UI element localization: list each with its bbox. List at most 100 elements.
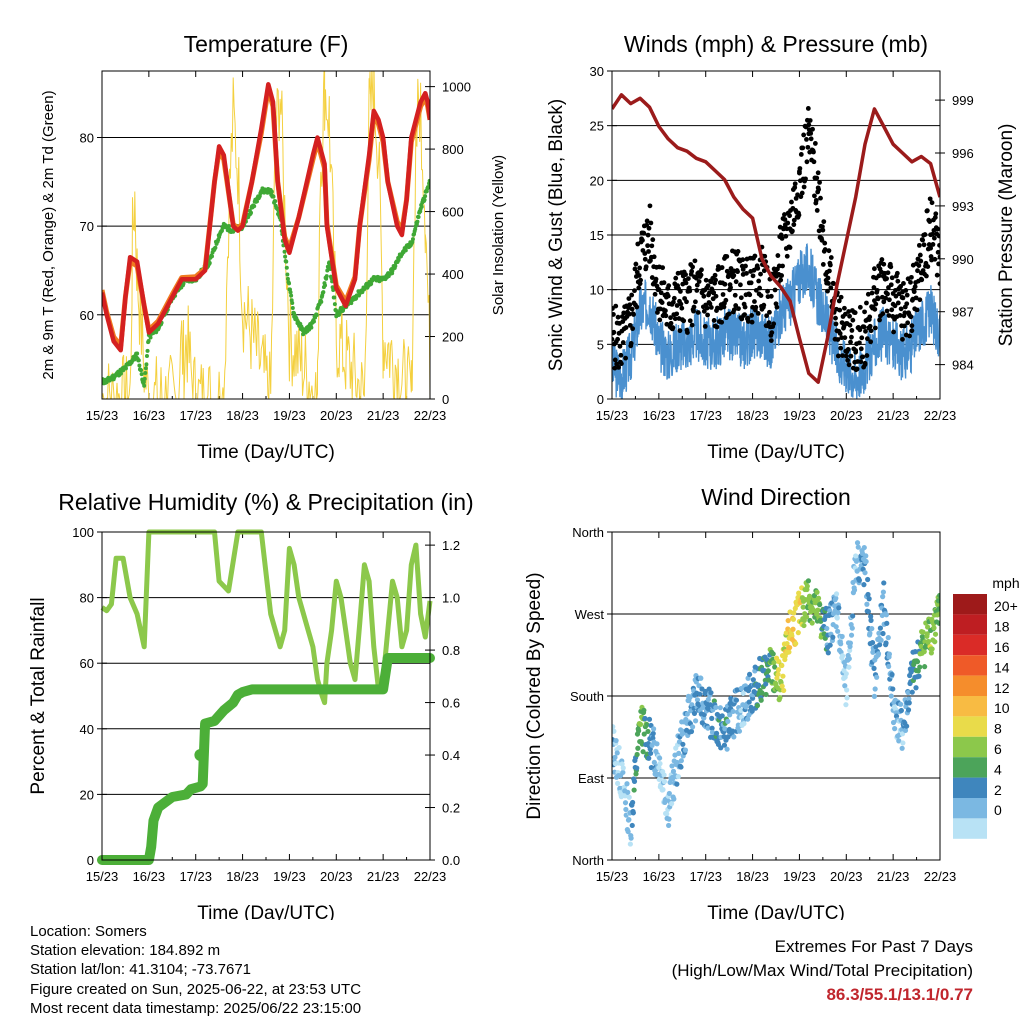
point-wind-direction (725, 734, 731, 740)
plot-area (612, 540, 940, 847)
point-wind-direction (666, 822, 672, 829)
point-wind-direction (619, 761, 625, 767)
point-gust (693, 275, 699, 281)
colorbar-label: 12 (994, 680, 1010, 696)
point-gust (850, 317, 856, 323)
point-wind-direction (853, 553, 859, 559)
y-axis-label: Sonic Wind & Gust (Blue, Black) (546, 99, 567, 371)
point-wind-direction (876, 630, 882, 636)
point-dewpoint (142, 376, 147, 381)
point-wind-direction (805, 578, 812, 584)
point-wind-direction (736, 728, 743, 734)
point-gust (827, 268, 832, 274)
point-wind-direction (722, 726, 728, 732)
point-gust (909, 274, 914, 280)
point-gust (615, 336, 621, 342)
colorbar-swatch (953, 736, 987, 758)
point-wind-direction (856, 577, 863, 583)
point-gust (762, 253, 768, 259)
panel-2: 0 5 10 15 20 25 30 984 987 990 993 996 999 15/23 16/23… (546, 31, 1017, 463)
plot-frame (101, 70, 431, 400)
x-tick-label: 16/23 (133, 869, 166, 884)
point-wind-direction (880, 589, 886, 595)
point-wind-direction (765, 668, 771, 674)
point-wind-direction (612, 724, 616, 730)
recent-data-text: Most recent data timestamp: 2025/06/22 2… (30, 999, 362, 1017)
point-gust (820, 262, 826, 267)
point-gust (822, 247, 828, 252)
point-wind-direction (640, 749, 646, 755)
point-gust (791, 222, 797, 228)
colorbar-swatch (953, 777, 987, 798)
point-gust (801, 184, 807, 190)
point-wind-direction (905, 707, 912, 713)
point-gust (690, 264, 695, 270)
point-wind-direction (932, 631, 939, 637)
point-gust (696, 279, 702, 284)
y-tick-label: North (572, 525, 604, 540)
point-gust (689, 322, 695, 328)
point-gust (784, 253, 790, 259)
point-gust (849, 328, 855, 333)
point-gust (636, 285, 642, 291)
point-gust (840, 353, 845, 358)
point-gust (684, 299, 689, 305)
point-dewpoint (213, 245, 218, 250)
point-wind-direction (637, 721, 644, 727)
colorbar-label: 20+ (994, 598, 1018, 614)
point-wind-direction (861, 544, 867, 551)
point-gust (702, 323, 708, 329)
point-wind-direction (931, 625, 937, 631)
point-wind-direction (719, 713, 725, 719)
point-wind-direction (815, 607, 821, 613)
point-wind-direction (877, 625, 883, 631)
point-gust (908, 279, 913, 285)
point-wind-direction (755, 682, 762, 688)
point-wind-direction (691, 710, 698, 716)
y2-tick-label: 990 (952, 252, 974, 267)
y2-tick-label: 0.0 (442, 853, 460, 868)
point-wind-direction (730, 728, 736, 734)
point-wind-direction (676, 750, 682, 756)
point-gust (621, 310, 627, 316)
point-wind-direction (866, 596, 872, 602)
point-gust (815, 170, 821, 176)
colorbar-swatch (953, 818, 987, 839)
colorbar-label: 18 (994, 619, 1010, 635)
point-wind-direction (615, 780, 621, 786)
point-gust (738, 295, 744, 301)
point-dewpoint (287, 281, 292, 286)
x-tick-label: 17/23 (179, 869, 212, 884)
y-tick-label: 15 (590, 228, 604, 243)
point-wind-direction (824, 625, 830, 632)
point-gust (808, 136, 814, 142)
series-2m-temperature (102, 82, 430, 353)
point-wind-direction (861, 582, 867, 588)
point-wind-direction (758, 697, 764, 703)
point-wind-direction (717, 705, 723, 711)
point-wind-direction (898, 701, 904, 707)
point-gust (666, 283, 672, 289)
point-gust (791, 217, 797, 223)
point-wind-direction (771, 660, 777, 666)
point-wind-direction (648, 764, 654, 771)
point-wind-direction (898, 707, 904, 714)
point-gust (678, 289, 683, 294)
point-dewpoint (332, 295, 337, 300)
point-wind-direction (675, 773, 681, 780)
point-dewpoint (139, 372, 144, 377)
point-gust (722, 281, 728, 287)
point-gust (920, 237, 926, 243)
point-dewpoint (135, 351, 140, 356)
y-tick-label: 80 (80, 130, 94, 145)
point-wind-direction (848, 632, 855, 638)
y-tick-label: South (570, 689, 604, 704)
point-wind-direction (835, 610, 841, 616)
point-gust (618, 352, 624, 358)
y-tick-label: 70 (80, 219, 94, 234)
point-gust (916, 242, 922, 248)
point-wind-direction (650, 730, 656, 737)
point-gust (861, 324, 867, 330)
extremes-title: Extremes For Past 7 Days (774, 937, 973, 956)
